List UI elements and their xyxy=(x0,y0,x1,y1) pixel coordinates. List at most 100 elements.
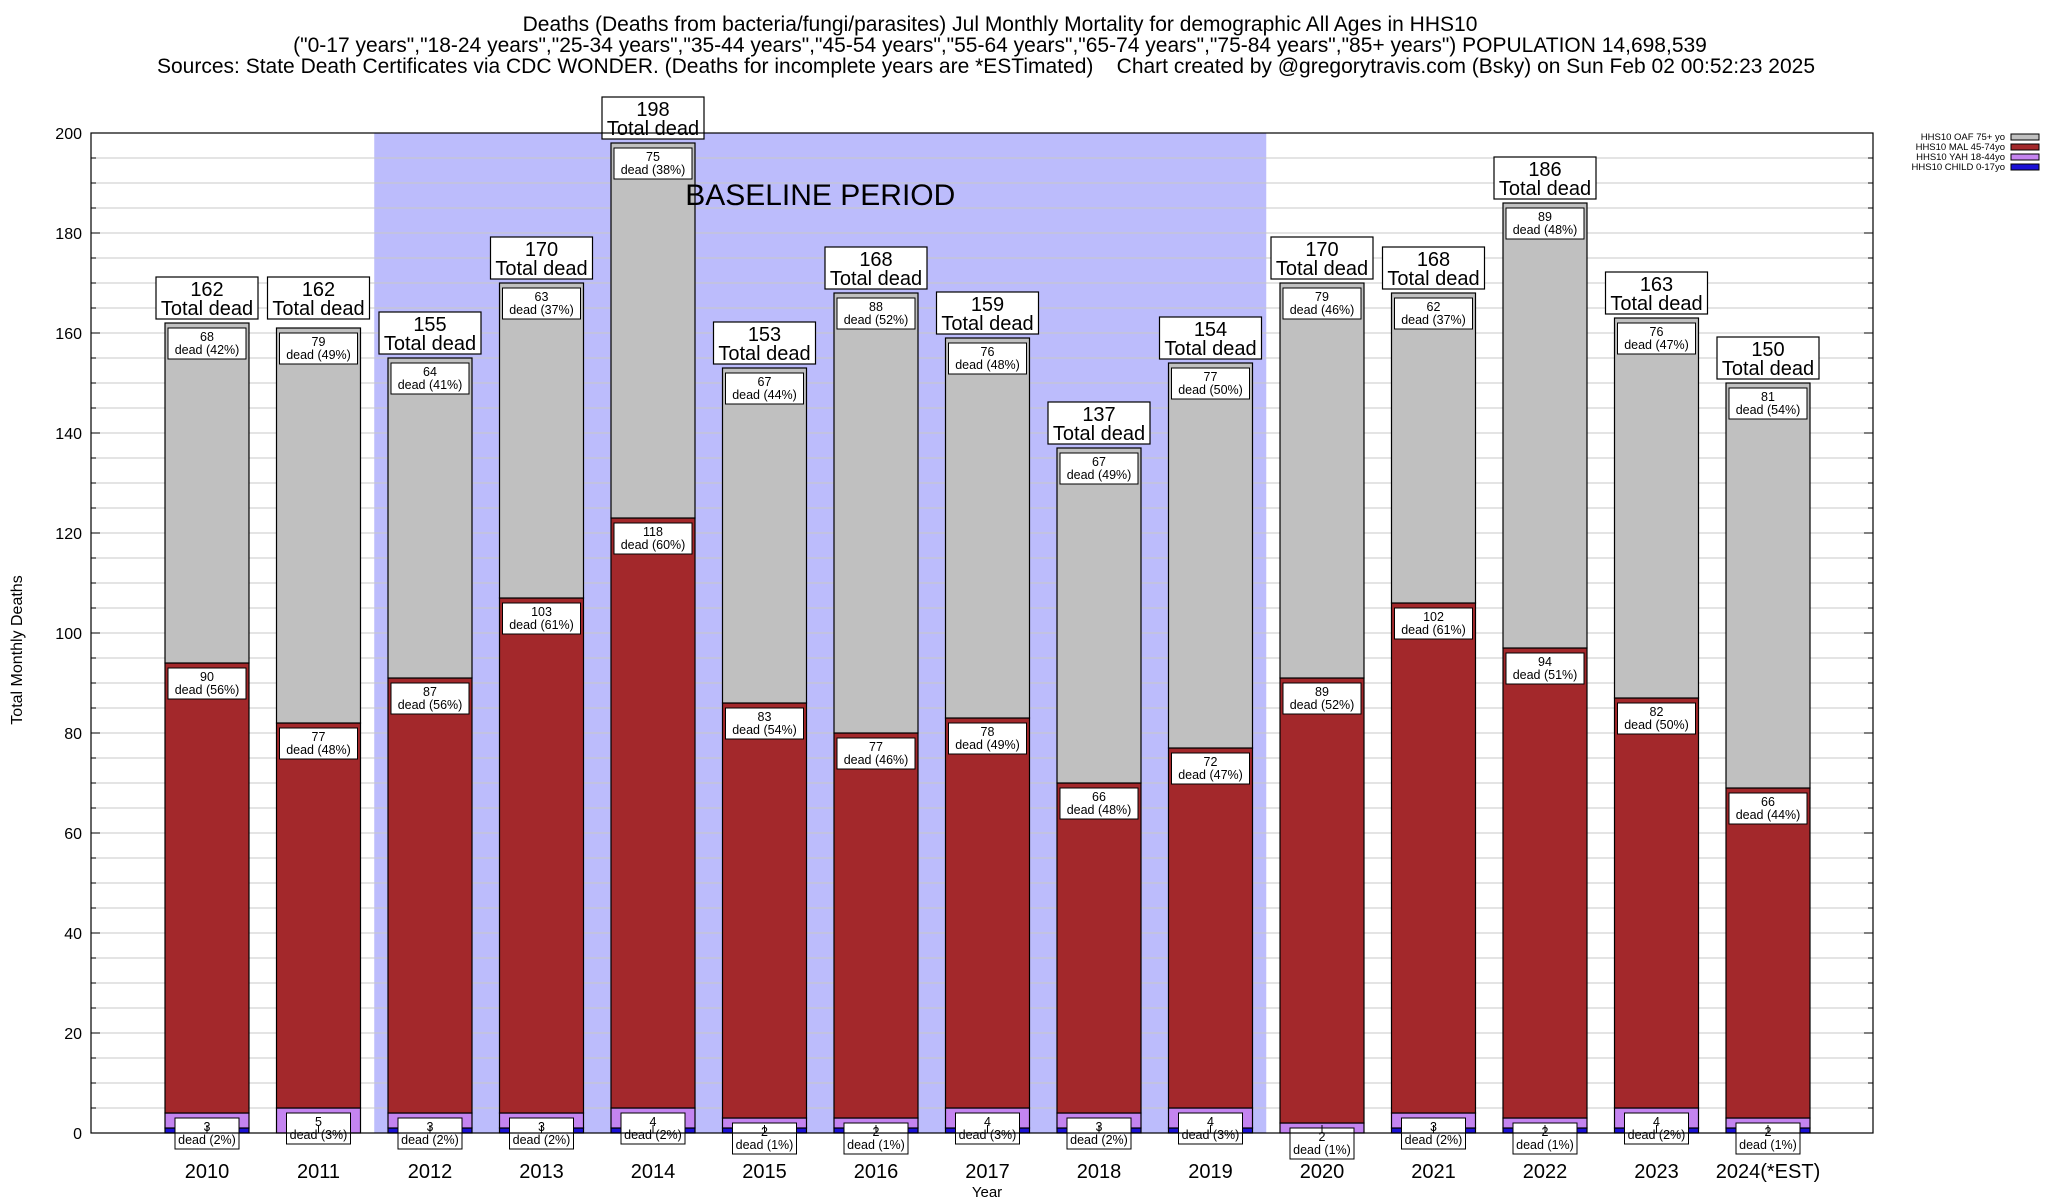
title-line-1: Deaths (Deaths from bacteria/fungi/paras… xyxy=(523,13,1478,36)
segment-label-value: 4 xyxy=(984,1115,991,1129)
total-label-suffix: Total dead xyxy=(1387,268,1479,290)
segment-label-pct: dead (42%) xyxy=(175,343,240,357)
segment-label-value: 77 xyxy=(312,730,326,744)
total-label-value: 168 xyxy=(1417,249,1450,271)
segment-label-value: 102 xyxy=(1423,610,1444,624)
segment-label-value: 4 xyxy=(1653,1115,1660,1129)
bar-segment xyxy=(498,282,585,599)
segment-label-value: 4 xyxy=(1207,1115,1214,1129)
axes: 0 20 40 60 80 100 120 140 160 180 200 2010 2011 2012 2… xyxy=(55,126,1874,1183)
segment-label-box xyxy=(1059,452,1139,485)
x-tick-label: 2020 xyxy=(1300,1161,1345,1183)
x-tick-label: 2017 xyxy=(965,1161,1010,1183)
total-label-value: 162 xyxy=(190,279,223,301)
x-tick-label: 2015 xyxy=(742,1161,787,1183)
bar-segment xyxy=(275,327,362,724)
segment-label-value: 79 xyxy=(1315,290,1329,304)
bar-segment xyxy=(1390,292,1477,604)
x-tick-label: 2024(*EST) xyxy=(1716,1161,1821,1183)
total-label-value: 150 xyxy=(1751,339,1784,361)
bar-segment xyxy=(1390,602,1477,1114)
total-label-value: 163 xyxy=(1640,274,1673,296)
segment-label-pct: dead (48%) xyxy=(1513,223,1578,237)
segment-label-value: 66 xyxy=(1761,795,1775,809)
segment-label-box xyxy=(390,362,470,395)
y-tick-label: 120 xyxy=(55,526,82,543)
total-label-value: 162 xyxy=(302,279,335,301)
title-line-sources: Sources: State Death Certificates via CD… xyxy=(157,55,1093,78)
bar-segment xyxy=(164,322,250,664)
y-axis-label: Total Monthly Deaths xyxy=(9,575,26,724)
segment-label-value: 76 xyxy=(981,345,995,359)
x-tick-label: 2018 xyxy=(1077,1161,1122,1183)
y-tick-label: 140 xyxy=(55,426,82,443)
segment-label-box xyxy=(1728,792,1808,825)
bar-segment xyxy=(610,142,696,519)
bar-segment xyxy=(610,517,696,1109)
bar-segment xyxy=(721,702,808,1119)
segment-label-value: 75 xyxy=(646,150,660,164)
segment-label-box xyxy=(167,667,247,700)
bar-segment xyxy=(387,677,473,1114)
legend-swatch xyxy=(2010,163,2040,171)
segment-label-pct: dead (49%) xyxy=(286,348,351,362)
total-label-suffix: Total dead xyxy=(161,298,253,320)
bar-segment xyxy=(833,292,919,734)
total-label-box xyxy=(1270,236,1374,280)
bar-segment xyxy=(721,367,808,704)
segment-label-pct: dead (2%) xyxy=(1070,1133,1128,1147)
segment-label-pct: dead (1%) xyxy=(1293,1143,1351,1157)
total-label-suffix: Total dead xyxy=(1722,358,1814,380)
segment-label-value: 64 xyxy=(423,365,437,379)
total-label-box xyxy=(824,246,928,290)
bar-segment xyxy=(944,337,1031,719)
segment-label-box xyxy=(1282,682,1362,715)
segment-label-value: 82 xyxy=(1650,705,1664,719)
segment-label-pct: dead (48%) xyxy=(286,743,351,757)
segment-label-pct: dead (44%) xyxy=(1736,808,1801,822)
total-label-value: 186 xyxy=(1528,159,1561,181)
y-tick-label: 180 xyxy=(55,226,82,243)
segment-label-box xyxy=(1394,607,1473,640)
bar-segment xyxy=(1502,647,1588,1119)
total-label-box xyxy=(712,321,817,365)
segment-label-pct: dead (46%) xyxy=(844,753,909,767)
segment-label-pct: dead (46%) xyxy=(1290,303,1355,317)
x-tick-label: 2021 xyxy=(1411,1161,1456,1183)
bar-segment xyxy=(1725,382,1811,789)
title-line-2: ("0-17 years","18-24 years","25-34 years… xyxy=(293,34,1707,57)
x-axis-label: Year xyxy=(972,1184,1002,1200)
legend-label: HHS10 MAL 45-74yo xyxy=(1916,142,2005,153)
segment-label-box xyxy=(279,332,358,365)
total-label-suffix: Total dead xyxy=(1610,293,1702,315)
x-tick-label: 2014 xyxy=(631,1161,676,1183)
total-label-suffix: Total dead xyxy=(1053,423,1145,445)
segment-label-value: 90 xyxy=(200,670,214,684)
segment-label-value: 77 xyxy=(1204,370,1218,384)
segment-label-value: 72 xyxy=(1204,755,1218,769)
total-label-value: 155 xyxy=(413,314,446,336)
segment-label-box xyxy=(1282,287,1362,320)
segment-label-pct: dead (3%) xyxy=(959,1128,1017,1142)
segment-label-value: 118 xyxy=(643,525,663,539)
segment-label-pct: dead (50%) xyxy=(1624,718,1689,732)
segment-label-box xyxy=(725,372,804,405)
segment-label-pct: dead (48%) xyxy=(1067,803,1132,817)
total-label-value: 154 xyxy=(1194,319,1227,341)
bar-segment xyxy=(1502,202,1588,649)
segment-label-pct: dead (2%) xyxy=(1405,1133,1463,1147)
segment-label-box xyxy=(1728,387,1808,420)
bar-segment xyxy=(164,662,250,1114)
legend-swatch xyxy=(2010,153,2040,161)
